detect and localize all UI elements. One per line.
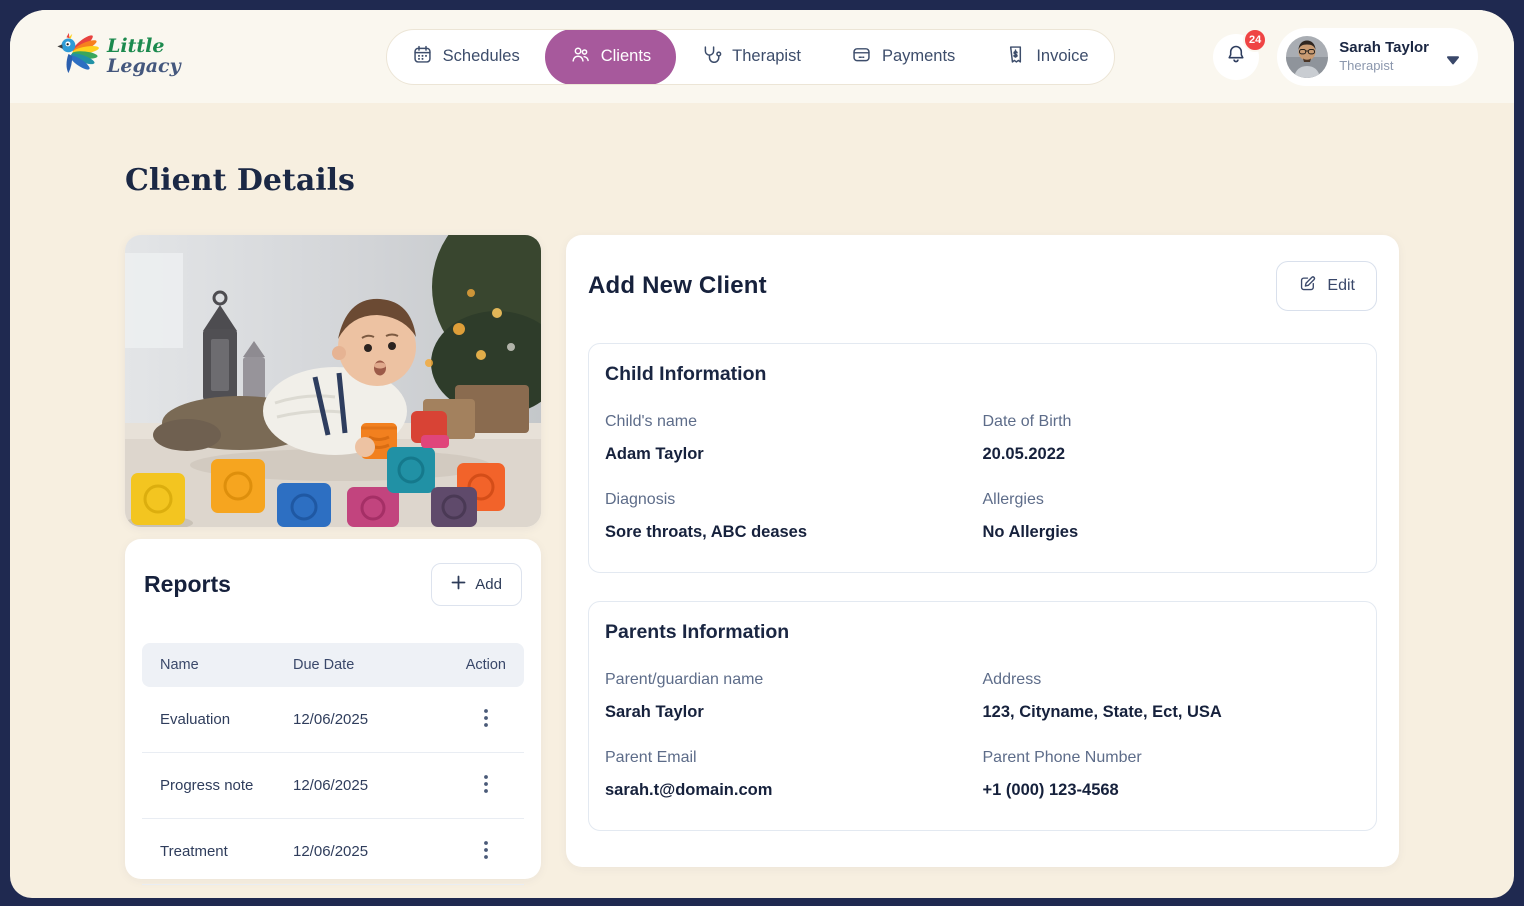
wallet-icon	[851, 44, 872, 70]
field-parent-guardian-name: Parent/guardian name Sarah Taylor	[605, 671, 983, 722]
field-value: +1 (000) 123-4568	[982, 781, 1119, 799]
nav-tab-label: Schedules	[442, 47, 520, 65]
field-value: Sore throats, ABC deases	[605, 523, 808, 541]
field-value: Sarah Taylor	[605, 703, 704, 721]
nav-tab-label: Payments	[881, 47, 956, 65]
nav-tab-label: Therapist	[732, 47, 801, 65]
field-value: sarah.t@domain.com	[605, 781, 773, 799]
stethoscope-icon	[701, 44, 722, 70]
column-header-action: Action	[465, 657, 506, 673]
table-row: Evaluation 12/06/2025	[142, 687, 524, 753]
table-row: Treatment 12/06/2025	[142, 819, 524, 885]
kebab-icon	[484, 709, 488, 730]
bell-icon	[1225, 43, 1247, 70]
client-photo	[125, 235, 541, 527]
reports-table-header: Name Due Date Action	[142, 643, 524, 687]
user-role: Therapist	[1339, 58, 1394, 74]
child-information-section: Child Information Child's name Adam Tayl…	[588, 343, 1377, 573]
user-menu[interactable]: Sarah Taylor Therapist	[1277, 27, 1478, 86]
client-card-title: Add New Client	[588, 272, 767, 299]
parrot-logo-icon	[55, 31, 101, 82]
report-due-date: 12/06/2025	[293, 711, 369, 728]
field-parent-phone-number: Parent Phone Number +1 (000) 123-4568	[983, 749, 1361, 800]
nav-tab-therapist[interactable]: Therapist	[676, 30, 826, 84]
plus-icon	[451, 575, 466, 594]
table-row: Progress note 12/06/2025	[142, 753, 524, 819]
avatar	[1286, 35, 1329, 78]
user-name: Sarah Taylor	[1339, 39, 1429, 57]
field-label: Child's name	[605, 413, 697, 430]
field-label: Diagnosis	[605, 491, 676, 508]
field-diagnosis: Diagnosis Sore throats, ABC deases	[605, 491, 983, 542]
add-report-label: Add	[475, 576, 502, 593]
row-actions-button[interactable]	[472, 838, 500, 866]
nav-tab-label: Clients	[600, 47, 652, 65]
kebab-icon	[484, 841, 488, 862]
nav-tab-clients[interactable]: Clients	[544, 29, 677, 84]
report-name: Treatment	[160, 843, 228, 860]
column-header-due-date: Due Date	[293, 657, 355, 673]
clients-icon	[570, 44, 591, 70]
field-address: Address 123, Cityname, State, Ect, USA	[983, 671, 1361, 722]
add-report-button[interactable]: Add	[431, 563, 522, 606]
report-name: Evaluation	[160, 711, 231, 728]
edit-icon	[1298, 274, 1317, 298]
field-label: Parent Phone Number	[982, 749, 1142, 766]
edit-client-button[interactable]: Edit	[1276, 261, 1377, 311]
notifications-button[interactable]: 24	[1213, 27, 1268, 80]
reports-table: Name Due Date Action Evaluation 12/06/20…	[142, 643, 524, 885]
parents-information-section: Parents Information Parent/guardian name…	[588, 601, 1377, 831]
user-info: Sarah Taylor Therapist	[1339, 39, 1429, 73]
edit-client-label: Edit	[1327, 277, 1355, 294]
calendar-icon	[412, 44, 433, 70]
field-allergies: Allergies No Allergies	[983, 491, 1361, 542]
field-date-of-birth: Date of Birth 20.05.2022	[983, 413, 1361, 464]
invoice-icon	[1005, 44, 1026, 70]
child-information-title: Child Information	[605, 363, 767, 385]
kebab-icon	[484, 775, 488, 796]
field-value: No Allergies	[982, 523, 1079, 541]
app-window: Little Legacy Schedules	[10, 10, 1514, 898]
reports-card: Reports Add Name Due Date Action	[125, 539, 541, 885]
notification-count-badge: 24	[1242, 27, 1268, 52]
left-column: Reports Add Name Due Date Action	[125, 235, 541, 885]
report-due-date: 12/06/2025	[293, 843, 369, 860]
top-navbar: Little Legacy Schedules	[10, 10, 1514, 103]
parents-information-title: Parents Information	[605, 621, 790, 643]
row-actions-button[interactable]	[472, 772, 500, 800]
report-due-date: 12/06/2025	[293, 777, 369, 794]
field-label: Date of Birth	[982, 413, 1072, 430]
header-right-group: 24 Sarah	[1213, 27, 1478, 86]
field-value: Adam Taylor	[605, 445, 704, 463]
nav-tab-invoice[interactable]: Invoice	[980, 30, 1113, 84]
main-content: Client Details	[10, 103, 1514, 898]
report-name: Progress note	[160, 777, 254, 794]
field-value: 20.05.2022	[982, 445, 1066, 463]
nav-tab-payments[interactable]: Payments	[826, 30, 980, 84]
field-label: Parent/guardian name	[605, 671, 764, 688]
brand-logo: Little Legacy	[55, 31, 181, 82]
field-value: 123, Cityname, State, Ect, USA	[982, 703, 1222, 721]
column-header-name: Name	[160, 657, 199, 673]
client-details-card: Add New Client Edit Child Information	[566, 235, 1399, 867]
row-actions-button[interactable]	[472, 706, 500, 734]
brand-name-line2: Legacy	[107, 54, 181, 77]
field-parent-email: Parent Email sarah.t@domain.com	[605, 749, 983, 800]
field-label: Allergies	[982, 491, 1044, 508]
chevron-down-icon	[1446, 52, 1460, 64]
brand-name: Little Legacy	[107, 35, 181, 77]
reports-title: Reports	[144, 571, 231, 597]
field-label: Parent Email	[605, 749, 697, 766]
main-nav: Schedules Clients	[385, 28, 1115, 85]
field-label: Address	[982, 671, 1042, 688]
nav-tab-label: Invoice	[1036, 47, 1089, 65]
nav-tab-schedules[interactable]: Schedules	[387, 30, 545, 84]
brand-name-line1: Little	[107, 35, 165, 58]
page-title: Client Details	[125, 163, 355, 198]
field-childs-name: Child's name Adam Taylor	[605, 413, 983, 464]
